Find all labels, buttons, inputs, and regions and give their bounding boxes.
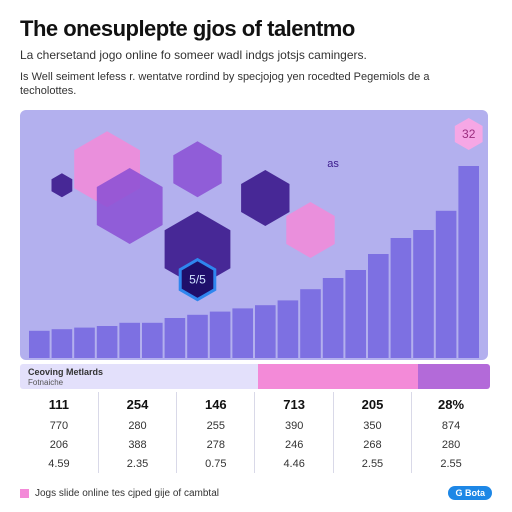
table-cell: 2.55 [411,454,490,473]
bar[interactable] [458,166,479,358]
bar[interactable] [255,305,276,358]
bar[interactable] [29,330,50,358]
annotation-badge [454,118,483,150]
bar[interactable] [368,254,389,358]
decoration-hexagon [286,202,335,258]
page-description: Is Well seiment lefess r. wentatve rordi… [20,71,430,97]
table-cell: 246 [254,435,334,454]
table-header-row: 111 254 146 713 205 28% [20,392,490,416]
annotation-layer: 5/5 32 as [178,118,483,302]
legend-strip: Ceoving Metlards Fotnaiche [20,364,490,389]
bar[interactable] [277,300,299,358]
bar[interactable] [232,308,253,358]
table-cell: 770 [49,419,69,432]
bar[interactable] [413,230,434,358]
table-row: 770 280 255 390 350 874 [20,416,490,435]
page-subtitle: La chersetand jogo online fo someer wadl… [20,48,367,62]
table-cell: 146 [176,392,255,416]
decoration-hexagon [241,170,290,226]
table-cell: 4.59 [48,457,70,470]
bar[interactable] [164,318,186,358]
table-cell: 0.75 [176,454,255,473]
table-cell: 205 [332,392,412,416]
bar-chart: 5/5 32 as [29,118,483,358]
table-cell: 713 [254,392,334,416]
legend-strip-label-area: Ceoving Metlards Fotnaiche [20,364,258,389]
legend-strip-title: Ceoving Metlards [28,367,104,377]
table-cell: 255 [176,416,255,435]
legend-strip-purple-block [418,364,490,389]
bar[interactable] [390,238,412,358]
bar[interactable] [51,329,73,358]
table-row: 4.59 2.35 0.75 4.46 2.55 2.55 [20,454,490,473]
bar[interactable] [209,311,231,358]
legend-strip-subtitle: Fotnaiche [28,378,64,387]
legend-strip-pink-block [258,364,418,389]
stats-table: 111 254 146 713 205 28% 770 280 255 390 350 874 206 3… [20,392,490,473]
bar[interactable] [345,270,366,358]
table-cell: 388 [97,435,177,454]
table-cell: 4.46 [254,454,334,473]
table-cell: 254 [97,392,177,416]
chart-panel: 5/5 32 as [20,110,488,360]
brand-badge[interactable]: G Bota [448,486,492,500]
annotation-label: 32 [462,127,476,141]
table-cell: 111 [48,396,70,412]
bar[interactable] [96,326,118,358]
bar[interactable] [435,210,457,358]
decoration-hexagon [96,168,163,244]
page-title: The onesuplepte gjos of talentmo [20,16,355,41]
annotation-label: 5/5 [189,273,206,287]
bars-layer [29,166,479,358]
table-cell: 874 [411,416,490,435]
table-cell: 390 [254,416,334,435]
bar[interactable] [119,322,140,358]
footer-legend: Jogs slide online tes cjped gije of camb… [20,488,219,499]
bar[interactable] [322,278,344,358]
table-cell: 2.55 [332,454,412,473]
table-cell: 280 [97,416,177,435]
table-cell: 278 [176,435,255,454]
bar[interactable] [74,327,95,358]
annotation-label: as [327,158,339,170]
table-cell: 280 [411,435,490,454]
footer-legend-text: Jogs slide online tes cjped gije of camb… [35,488,219,499]
footer-legend-swatch [20,489,29,498]
bar[interactable] [187,314,208,358]
bar[interactable] [300,289,321,358]
decoration-hexagon [51,173,73,198]
table-cell: 2.35 [97,454,177,473]
bar[interactable] [142,322,163,358]
table-cell: 28% [411,392,490,416]
table-row: 206 388 278 246 268 280 [20,435,490,454]
table-cell: 268 [332,435,412,454]
table-cell: 206 [49,438,69,451]
decoration-hexagon [173,141,222,198]
table-cell: 350 [332,416,412,435]
annotation-badge [178,257,217,302]
